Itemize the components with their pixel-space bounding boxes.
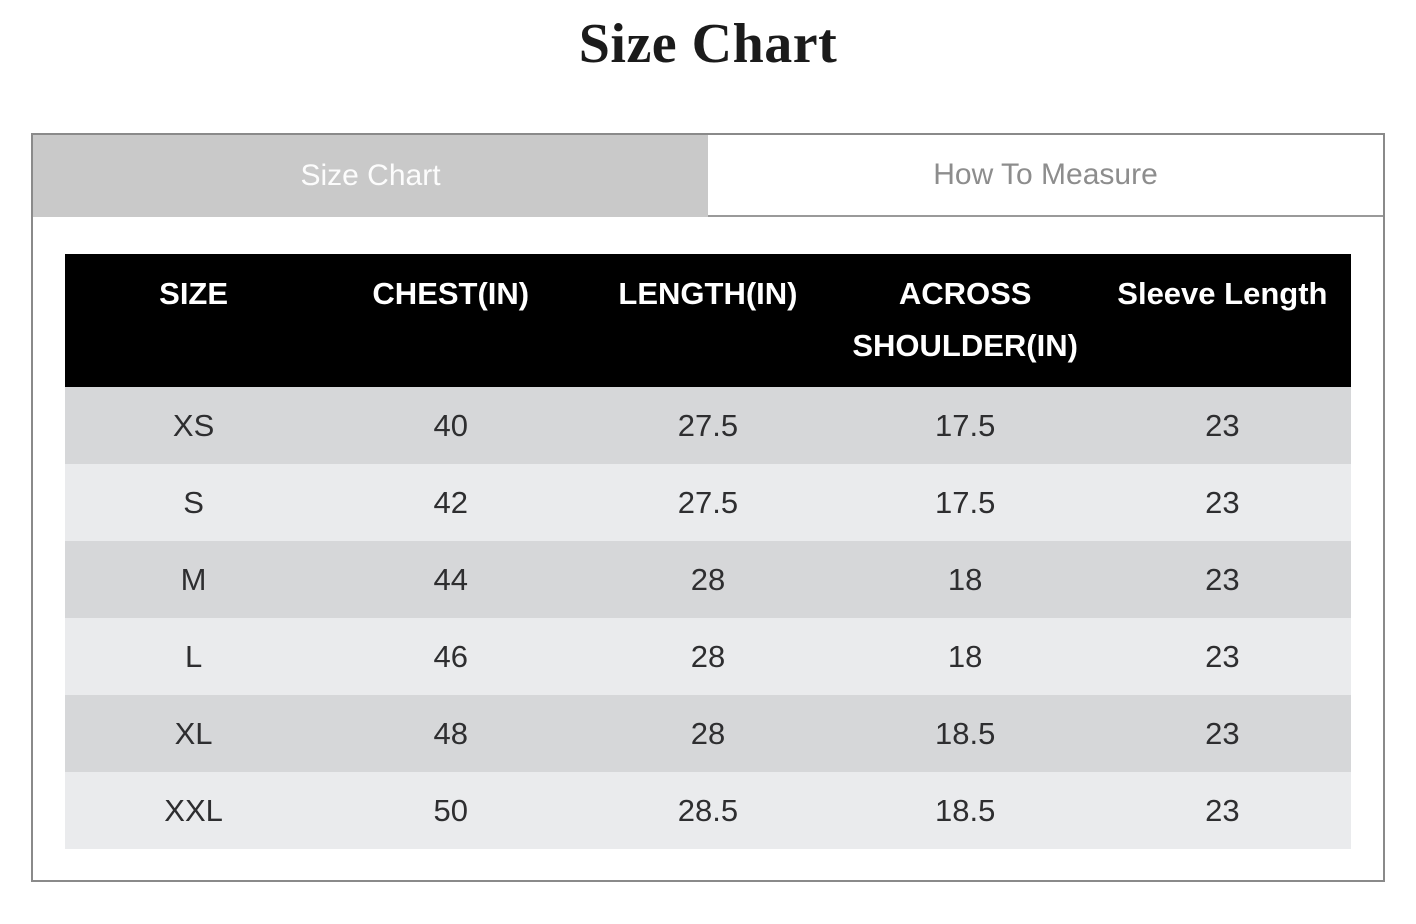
- cell-sleeve-length: 23: [1093, 772, 1351, 849]
- cell-across-shoulder: 18: [836, 541, 1094, 618]
- cell-size: M: [65, 541, 323, 618]
- cell-size: S: [65, 464, 323, 541]
- column-header-across-shoulder: ACROSS SHOULDER(IN): [836, 254, 1094, 387]
- cell-size: L: [65, 618, 323, 695]
- column-header-sleeve-length: Sleeve Length: [1093, 254, 1351, 387]
- column-header-chest: CHEST(IN): [322, 254, 580, 387]
- cell-size: XL: [65, 695, 323, 772]
- tab-size-chart[interactable]: Size Chart: [33, 135, 708, 217]
- size-table-container: SIZE CHEST(IN) LENGTH(IN) ACROSS SHOULDE…: [33, 217, 1383, 880]
- column-header-size: SIZE: [65, 254, 323, 387]
- cell-length: 28: [579, 618, 837, 695]
- cell-chest: 42: [322, 464, 580, 541]
- cell-sleeve-length: 23: [1093, 464, 1351, 541]
- table-row-xs: XS 40 27.5 17.5 23: [65, 387, 1351, 464]
- cell-chest: 44: [322, 541, 580, 618]
- cell-length: 28.5: [579, 772, 837, 849]
- table-header-row: SIZE CHEST(IN) LENGTH(IN) ACROSS SHOULDE…: [65, 254, 1351, 387]
- cell-length: 27.5: [579, 387, 837, 464]
- table-row-xxl: XXL 50 28.5 18.5 23: [65, 772, 1351, 849]
- cell-length: 28: [579, 695, 837, 772]
- size-chart-panel: Size Chart How To Measure SIZE CHEST(IN)…: [31, 133, 1385, 882]
- cell-size: XXL: [65, 772, 323, 849]
- tab-bar: Size Chart How To Measure: [33, 135, 1383, 217]
- table-row-m: M 44 28 18 23: [65, 541, 1351, 618]
- cell-across-shoulder: 18.5: [836, 772, 1094, 849]
- cell-chest: 40: [322, 387, 580, 464]
- table-row-l: L 46 28 18 23: [65, 618, 1351, 695]
- size-table: SIZE CHEST(IN) LENGTH(IN) ACROSS SHOULDE…: [65, 254, 1351, 849]
- cell-sleeve-length: 23: [1093, 618, 1351, 695]
- cell-length: 28: [579, 541, 837, 618]
- cell-size: XS: [65, 387, 323, 464]
- table-row-xl: XL 48 28 18.5 23: [65, 695, 1351, 772]
- cell-sleeve-length: 23: [1093, 387, 1351, 464]
- cell-chest: 48: [322, 695, 580, 772]
- cell-across-shoulder: 17.5: [836, 464, 1094, 541]
- tab-how-to-measure-label: How To Measure: [933, 158, 1158, 191]
- page-title: Size Chart: [578, 13, 838, 75]
- table-row-s: S 42 27.5 17.5 23: [65, 464, 1351, 541]
- cell-across-shoulder: 18.5: [836, 695, 1094, 772]
- cell-sleeve-length: 23: [1093, 541, 1351, 618]
- cell-sleeve-length: 23: [1093, 695, 1351, 772]
- cell-chest: 46: [322, 618, 580, 695]
- tab-how-to-measure[interactable]: How To Measure: [708, 135, 1383, 217]
- cell-chest: 50: [322, 772, 580, 849]
- cell-across-shoulder: 18: [836, 618, 1094, 695]
- tab-size-chart-label: Size Chart: [300, 159, 441, 192]
- cell-length: 27.5: [579, 464, 837, 541]
- cell-across-shoulder: 17.5: [836, 387, 1094, 464]
- column-header-length: LENGTH(IN): [579, 254, 837, 387]
